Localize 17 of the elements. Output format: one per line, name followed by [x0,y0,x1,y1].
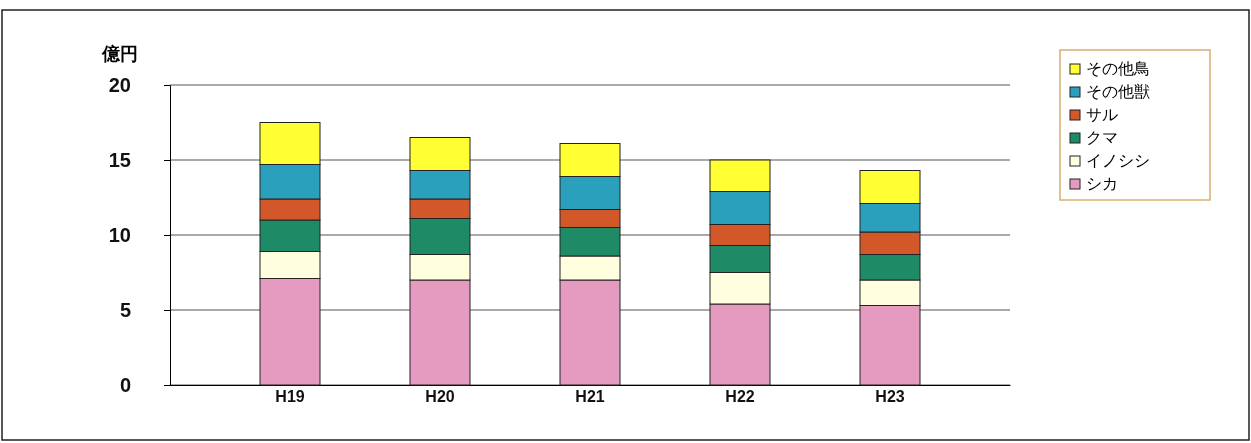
x-tick-label: H20 [425,388,455,405]
y-tick-label: 5 [119,298,131,321]
y-axis-title: 億円 [101,43,138,64]
y-tick-label: 0 [119,373,131,396]
legend-label: シカ [1086,174,1118,193]
y-tick-label: 20 [108,73,131,96]
legend-label: その他獣 [1086,82,1150,101]
x-tick-label: H22 [725,388,755,405]
x-tick-label: H23 [875,388,905,405]
x-tick-label: H19 [275,388,305,405]
x-tick-label: H21 [575,388,605,405]
legend-label: サル [1086,105,1118,124]
legend-label: イノシシ [1086,151,1150,170]
y-tick-label: 10 [108,223,131,246]
legend-label: その他鳥 [1086,59,1150,78]
legend-label: クマ [1086,128,1118,147]
y-tick-label: 15 [108,148,131,171]
